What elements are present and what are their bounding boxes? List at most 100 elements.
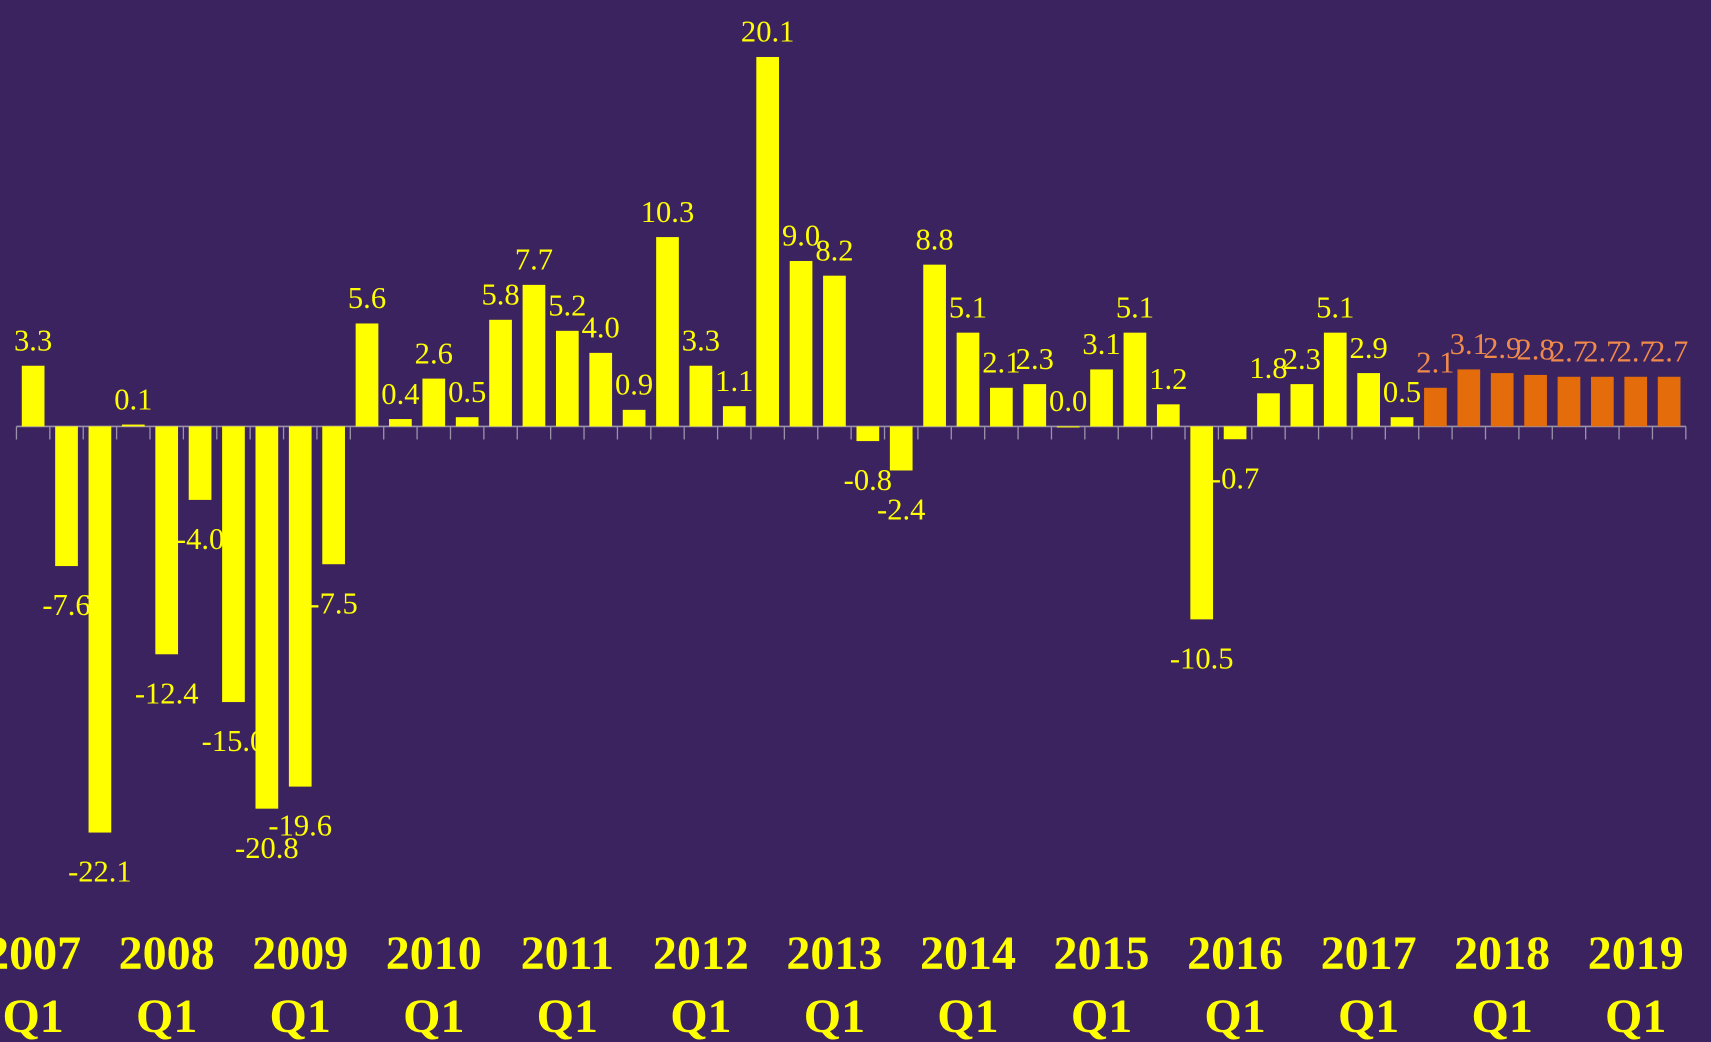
- value-label: -7.6: [42, 588, 90, 622]
- bar: [188, 426, 212, 500]
- value-label: 2.6: [415, 336, 453, 370]
- x-tick-label: 2018 Q1: [1454, 927, 1550, 1042]
- value-label: -12.4: [135, 676, 199, 710]
- value-label: -2.4: [877, 493, 925, 527]
- value-label: 2.1: [1416, 346, 1454, 380]
- value-label: -4.0: [176, 522, 224, 556]
- bar: [389, 419, 412, 427]
- x-tick-label: 2014 Q1: [920, 927, 1016, 1042]
- value-label: 0.4: [381, 377, 419, 411]
- value-label: 2.1: [982, 346, 1020, 380]
- bar: [1257, 393, 1280, 427]
- value-label: 1.8: [1249, 351, 1287, 385]
- value-label: 3.1: [1450, 327, 1488, 361]
- bar: [956, 332, 980, 427]
- bar: [756, 56, 780, 427]
- bar: [1123, 332, 1147, 427]
- bar: [1490, 373, 1514, 427]
- bar: [555, 330, 579, 427]
- bar: [1357, 373, 1380, 427]
- value-label: 3.1: [1082, 327, 1120, 361]
- bar: [689, 365, 713, 427]
- value-label: 2.3: [1016, 342, 1054, 376]
- value-label: 10.3: [641, 195, 694, 229]
- bar: [656, 237, 679, 427]
- value-label: 2.7: [1583, 334, 1621, 368]
- value-label: 2.8: [1516, 333, 1554, 367]
- bar: [1657, 376, 1681, 427]
- value-label: 20.1: [741, 15, 794, 49]
- value-label: -0.8: [844, 463, 892, 497]
- x-tick-label: 2009 Q1: [252, 927, 348, 1042]
- x-tick-label: 2010 Q1: [386, 927, 482, 1042]
- bar: [1090, 369, 1113, 427]
- bar: [1457, 369, 1481, 427]
- bar: [823, 275, 846, 427]
- bar: [222, 426, 245, 703]
- bar: [1056, 426, 1080, 428]
- x-tick-label: 2016 Q1: [1187, 927, 1283, 1042]
- value-label: -20.8: [235, 831, 299, 865]
- x-tick-label: 2015 Q1: [1054, 927, 1150, 1042]
- bar: [1524, 374, 1547, 427]
- bar: [255, 426, 279, 809]
- bar: [455, 417, 479, 427]
- bar: [522, 284, 546, 427]
- value-label: 3.3: [14, 323, 52, 357]
- value-label: 7.7: [515, 243, 553, 277]
- bar: [1390, 417, 1414, 427]
- bar: [21, 365, 45, 427]
- bar: [856, 426, 880, 442]
- value-label: 5.1: [949, 290, 987, 324]
- value-label: 0.1: [114, 382, 152, 416]
- x-tick-label: 2007Q1: [0, 927, 81, 1042]
- value-label: 1.1: [715, 364, 753, 398]
- value-label: -22.1: [68, 855, 132, 889]
- bar: [1424, 387, 1447, 427]
- bar: [722, 406, 746, 427]
- x-tick-label: 2013 Q1: [786, 927, 882, 1042]
- value-label: 8.8: [916, 222, 954, 256]
- bar: [990, 387, 1013, 427]
- bar: [889, 426, 913, 471]
- value-label: 4.0: [582, 311, 620, 345]
- bar: [155, 426, 179, 655]
- bar: [789, 260, 813, 427]
- value-label: 2.7: [1617, 334, 1655, 368]
- value-label: 0.0: [1049, 384, 1087, 418]
- bar: [1557, 376, 1581, 427]
- value-label: 5.2: [548, 289, 586, 323]
- bar: [288, 426, 312, 787]
- value-label: -10.5: [1170, 641, 1234, 675]
- value-label: 1.2: [1149, 362, 1187, 396]
- value-label: 5.1: [1116, 290, 1154, 324]
- value-label: 2.7: [1550, 334, 1588, 368]
- value-label: 2.7: [1650, 334, 1688, 368]
- bar: [923, 264, 946, 427]
- bar: [88, 426, 112, 833]
- x-tick-label: 2019 Q1: [1588, 927, 1684, 1042]
- bar: [1323, 332, 1347, 427]
- x-tick-label: 2012 Q1: [653, 927, 749, 1042]
- bar: [1591, 376, 1614, 427]
- bar: [589, 352, 613, 427]
- value-label: -7.5: [309, 586, 357, 620]
- value-label: 5.6: [348, 281, 386, 315]
- value-label: 9.0: [782, 219, 820, 253]
- bar: [322, 426, 345, 565]
- value-label: 0.5: [1383, 375, 1421, 409]
- value-label: -0.7: [1211, 461, 1259, 495]
- bar: [1156, 404, 1180, 427]
- bar: [1290, 384, 1314, 427]
- value-label: 0.5: [448, 375, 486, 409]
- bar: [489, 319, 512, 427]
- value-label: 2.9: [1483, 331, 1521, 365]
- value-label: 3.3: [682, 323, 720, 357]
- bar: [622, 409, 646, 427]
- bar: [355, 323, 379, 427]
- value-label: 2.9: [1350, 331, 1388, 365]
- bar: [422, 378, 446, 427]
- value-label: 5.1: [1316, 290, 1354, 324]
